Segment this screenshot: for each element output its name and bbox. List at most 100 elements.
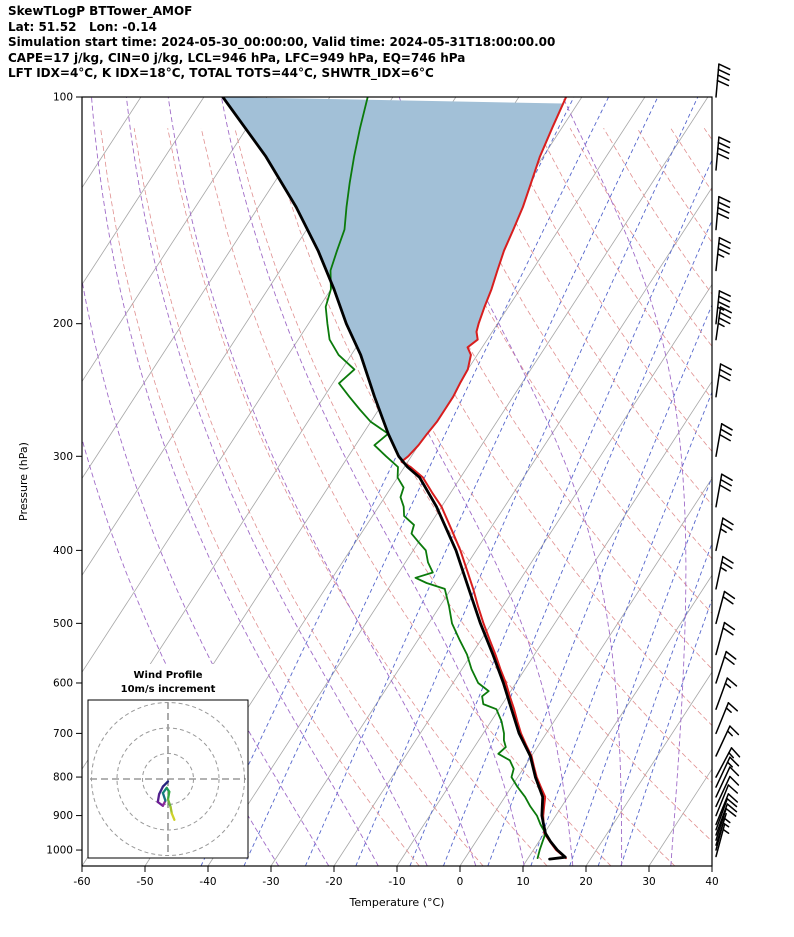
wind-barb-full — [723, 621, 736, 631]
hodograph-trace-segment — [166, 798, 172, 809]
wind-barb-full — [717, 247, 730, 255]
x-tick-label: 10 — [516, 876, 529, 888]
x-tick-label: -40 — [199, 876, 216, 888]
wind-barb-staff — [715, 784, 730, 817]
wind-barb-full — [720, 522, 733, 531]
wind-barb-full — [719, 363, 732, 371]
y-axis-label: Pressure (hPa) — [17, 442, 30, 521]
wind-barb-full — [718, 295, 731, 303]
wind-barb-full — [729, 766, 740, 777]
wind-barb-full — [722, 627, 734, 636]
y-tick-label: 900 — [53, 810, 73, 822]
x-tick-label: -10 — [388, 876, 405, 888]
wind-barbs — [715, 63, 741, 858]
hodograph-trace-segment — [161, 780, 170, 788]
wind-barb-full — [727, 784, 739, 794]
wind-barb-full — [717, 74, 730, 81]
hodograph-title: Wind Profile — [134, 670, 203, 681]
wind-barb-full — [717, 141, 731, 149]
wind-barb-full — [716, 79, 730, 87]
wind-barb-full — [726, 798, 738, 808]
wind-barb-half — [719, 528, 727, 534]
wind-barb-full — [725, 650, 737, 660]
wind-barb-half — [725, 707, 732, 713]
wind-barb-staff — [715, 807, 727, 841]
wind-barb-staff — [715, 798, 729, 831]
x-tick-label: 20 — [579, 876, 592, 888]
moist-adiabat-lines — [82, 97, 687, 866]
wind-barb-full — [722, 555, 734, 564]
x-axis-label: Temperature (°C) — [349, 896, 445, 909]
wind-barb-half — [717, 322, 725, 328]
hodograph-trace-segment — [161, 791, 167, 802]
wind-barb-full — [719, 433, 731, 442]
chart-latlon: Lat: 51.52 Lon: -0.14 — [8, 19, 157, 34]
wind-barb-full — [717, 201, 731, 209]
wind-barb-full — [718, 317, 731, 325]
plot-background — [82, 97, 712, 866]
hodograph-ring — [116, 727, 220, 831]
wind-barb-full — [717, 301, 730, 308]
x-tick-label: -20 — [325, 876, 342, 888]
hodograph-trace-segment — [166, 790, 171, 801]
y-tick-label: 400 — [53, 545, 73, 557]
dewpoint-curve — [324, 97, 547, 859]
x-tick-label: 0 — [457, 876, 464, 888]
wind-barb-full — [718, 290, 731, 297]
wind-barb-full — [719, 306, 732, 314]
wind-barb-half — [722, 828, 730, 834]
wind-barb-full — [729, 756, 740, 767]
wind-barb-full — [723, 656, 735, 665]
wind-barb-full — [723, 590, 736, 600]
wind-barb-full — [719, 484, 731, 492]
wind-barb-full — [716, 152, 730, 160]
wind-barb-full — [716, 212, 730, 219]
hodograph-ring — [91, 702, 245, 856]
y-tick-label: 1000 — [46, 845, 73, 857]
wind-barb-full — [726, 803, 738, 813]
wind-barb-full — [717, 206, 730, 214]
wind-barb-full — [729, 725, 740, 736]
wind-barb-staff — [715, 766, 731, 798]
wind-barb-staff — [715, 793, 730, 826]
wind-barb-half — [726, 730, 733, 737]
wind-barb-full — [718, 236, 731, 244]
wind-barb-full — [717, 147, 730, 154]
wind-barb-half — [723, 817, 731, 824]
wind-barb-full — [727, 793, 739, 803]
y-tick-label: 500 — [53, 618, 73, 630]
wind-barb-full — [720, 473, 733, 481]
x-tick-label: -30 — [262, 876, 279, 888]
wind-barb-half — [716, 253, 725, 258]
wind-barb-half — [716, 306, 725, 311]
wind-barb-full — [720, 423, 733, 431]
wind-barb-full — [720, 428, 732, 436]
y-tick-label: 100 — [53, 92, 73, 104]
parcel-curve — [221, 97, 567, 861]
hodograph-inset: Wind Profile 10m/s increment — [87, 664, 249, 859]
wind-barb-half — [722, 822, 730, 828]
y-tick-label: 800 — [53, 772, 73, 784]
wind-barb-full — [727, 702, 739, 712]
y-tick-label: 300 — [53, 451, 73, 463]
wind-barb-full — [730, 747, 741, 758]
chart-times: Simulation start time: 2024-05-30_00:00:… — [8, 35, 556, 50]
hodograph-trace-segment — [157, 785, 165, 796]
x-tick-label: 40 — [705, 876, 718, 888]
hodograph-trace-segment — [156, 793, 161, 804]
wind-barb-staff — [715, 803, 729, 836]
y-tick-label: 700 — [53, 728, 73, 740]
x-tick-label: -50 — [136, 876, 153, 888]
wind-barb-half — [724, 682, 732, 689]
wind-barb-full — [717, 68, 731, 76]
wind-barb-full — [720, 561, 733, 570]
wind-barb-full — [722, 517, 734, 526]
wind-barb-full — [718, 242, 731, 250]
x-tick-label: 30 — [642, 876, 655, 888]
chart-indices-line1: CAPE=17 j/kg, CIN=0 j/kg, LCL=946 hPa, L… — [8, 50, 466, 65]
y-tick-label: 200 — [53, 318, 73, 330]
wind-barb-full — [720, 478, 732, 487]
